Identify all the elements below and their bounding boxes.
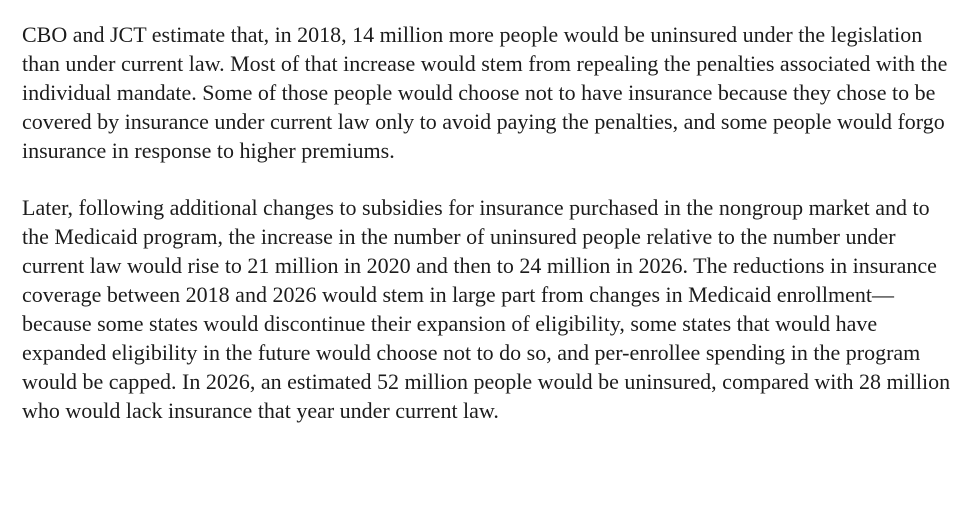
body-paragraph-2: Later, following additional changes to s…	[22, 193, 957, 425]
paragraph-gap	[22, 165, 957, 193]
body-paragraph-1: CBO and JCT estimate that, in 2018, 14 m…	[22, 20, 957, 165]
document-page: CBO and JCT estimate that, in 2018, 14 m…	[0, 0, 979, 445]
